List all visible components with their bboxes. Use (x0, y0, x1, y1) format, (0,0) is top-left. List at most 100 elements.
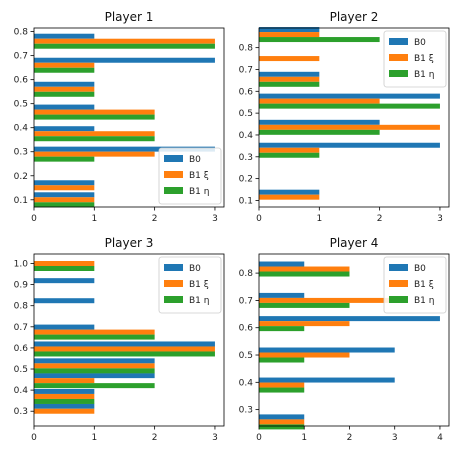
legend-label: B1 η (189, 187, 209, 197)
bar (259, 297, 395, 303)
legend: B0 B1 ξ B1 η (158, 147, 222, 205)
bar (259, 189, 320, 195)
subplot-title: Player 1 (105, 10, 154, 24)
bar (34, 298, 95, 304)
bar (34, 351, 215, 357)
bar (259, 357, 305, 363)
bar (259, 81, 320, 87)
legend-label: B0 (189, 155, 201, 165)
bar (34, 334, 155, 340)
legend-label: B1 ξ (189, 280, 209, 290)
legend-label: B1 ξ (189, 171, 209, 181)
bar (34, 324, 95, 330)
bar (34, 266, 95, 271)
y-tick-label: 0.6 (14, 344, 29, 354)
bar (34, 185, 95, 191)
bar (34, 156, 95, 162)
bar (34, 33, 95, 39)
bar (34, 363, 155, 369)
bar (34, 192, 95, 198)
y-tick-label: 0.3 (14, 407, 28, 417)
x-tick-label: 0 (31, 214, 37, 224)
bar (34, 43, 215, 49)
bar (34, 81, 95, 87)
subplot-2: Player 2 0 1 2 3 0.1 0.2 0.3 0.4 0.5 0.6 0.7 0.8 B0 B1… (239, 10, 450, 224)
bar (34, 62, 95, 68)
bar (34, 388, 95, 394)
bar (34, 91, 95, 97)
y-tick-label: 0.1 (14, 196, 28, 206)
y-tick-label: 0.5 (239, 351, 253, 361)
bar (34, 104, 95, 110)
y-tick-label: 0.3 (239, 153, 253, 163)
x-tick-label: 1 (91, 433, 97, 443)
bar (259, 377, 395, 383)
x-tick-label: 1 (316, 214, 322, 224)
bar (34, 38, 215, 44)
x-tick-label: 3 (212, 433, 218, 443)
bar (34, 368, 155, 374)
y-tick-label: 0.8 (14, 28, 29, 38)
y-tick-label: 0.4 (14, 386, 29, 396)
axes-frame (33, 27, 225, 208)
bar (259, 37, 380, 43)
y-tick-label: 0.5 (14, 365, 28, 375)
y-tick-label: 0.6 (239, 87, 254, 97)
bar (259, 76, 320, 82)
y-tick-label: 0.5 (14, 100, 28, 110)
bar (34, 126, 95, 132)
bar (259, 194, 320, 200)
x-tick-label: 3 (212, 214, 218, 224)
y-tick-label: 0.4 (14, 124, 29, 134)
bar (34, 57, 215, 63)
bar (34, 329, 155, 335)
y-tick-label: 0.4 (239, 378, 254, 388)
y-tick-label: 0.8 (239, 44, 254, 54)
x-tick-label: 3 (437, 214, 443, 224)
bar (34, 341, 215, 347)
x-tick-label: 4 (437, 433, 443, 443)
legend-swatch (389, 54, 408, 61)
subplot-3: Player 3 0 1 2 3 0.3 0.4 0.5 0.6 0.7 0.8 0.9 1.0 B0 B1… (14, 236, 225, 443)
y-tick-label: 0.5 (239, 109, 253, 119)
bar (259, 321, 350, 327)
bar (259, 32, 320, 38)
bar (259, 98, 380, 104)
subplot-title: Player 2 (330, 10, 379, 24)
x-tick-label: 2 (152, 433, 158, 443)
y-tick-label: 0.2 (14, 172, 28, 182)
legend-swatch (164, 155, 183, 162)
bar (259, 266, 350, 272)
bar (259, 326, 305, 332)
legend-label: B1 η (414, 70, 434, 80)
legend-swatch (389, 70, 408, 77)
legend-swatch (164, 296, 183, 303)
bar (259, 419, 305, 425)
bar (34, 114, 155, 120)
legend-swatch (164, 264, 183, 271)
bar (259, 302, 350, 308)
bar (259, 56, 320, 62)
legend-swatch (164, 187, 183, 194)
bar (259, 261, 305, 267)
legend-label: B1 ξ (414, 280, 434, 290)
bar (34, 383, 155, 389)
bar (259, 142, 440, 148)
y-tick-label: 0.6 (239, 324, 254, 334)
bar (34, 278, 95, 284)
y-tick-label: 0.3 (14, 148, 28, 158)
y-tick-label: 0.6 (14, 76, 29, 86)
x-tick-label: 2 (347, 433, 353, 443)
subplot-1: Player 1 0 1 2 3 0.1 0.2 0.3 0.4 0.5 0.6 0.7 0.8 B0 B1… (14, 10, 225, 224)
bar (34, 67, 95, 73)
bar (259, 27, 320, 33)
subplot-title: Player 3 (105, 236, 154, 250)
bar (34, 403, 95, 409)
legend-label: B1 ξ (414, 54, 434, 64)
legend: B0 B1 ξ B1 η (383, 256, 447, 314)
bar (34, 180, 95, 186)
legend-label: B1 η (189, 296, 209, 306)
bar (259, 347, 395, 353)
x-tick-label: 0 (256, 433, 262, 443)
